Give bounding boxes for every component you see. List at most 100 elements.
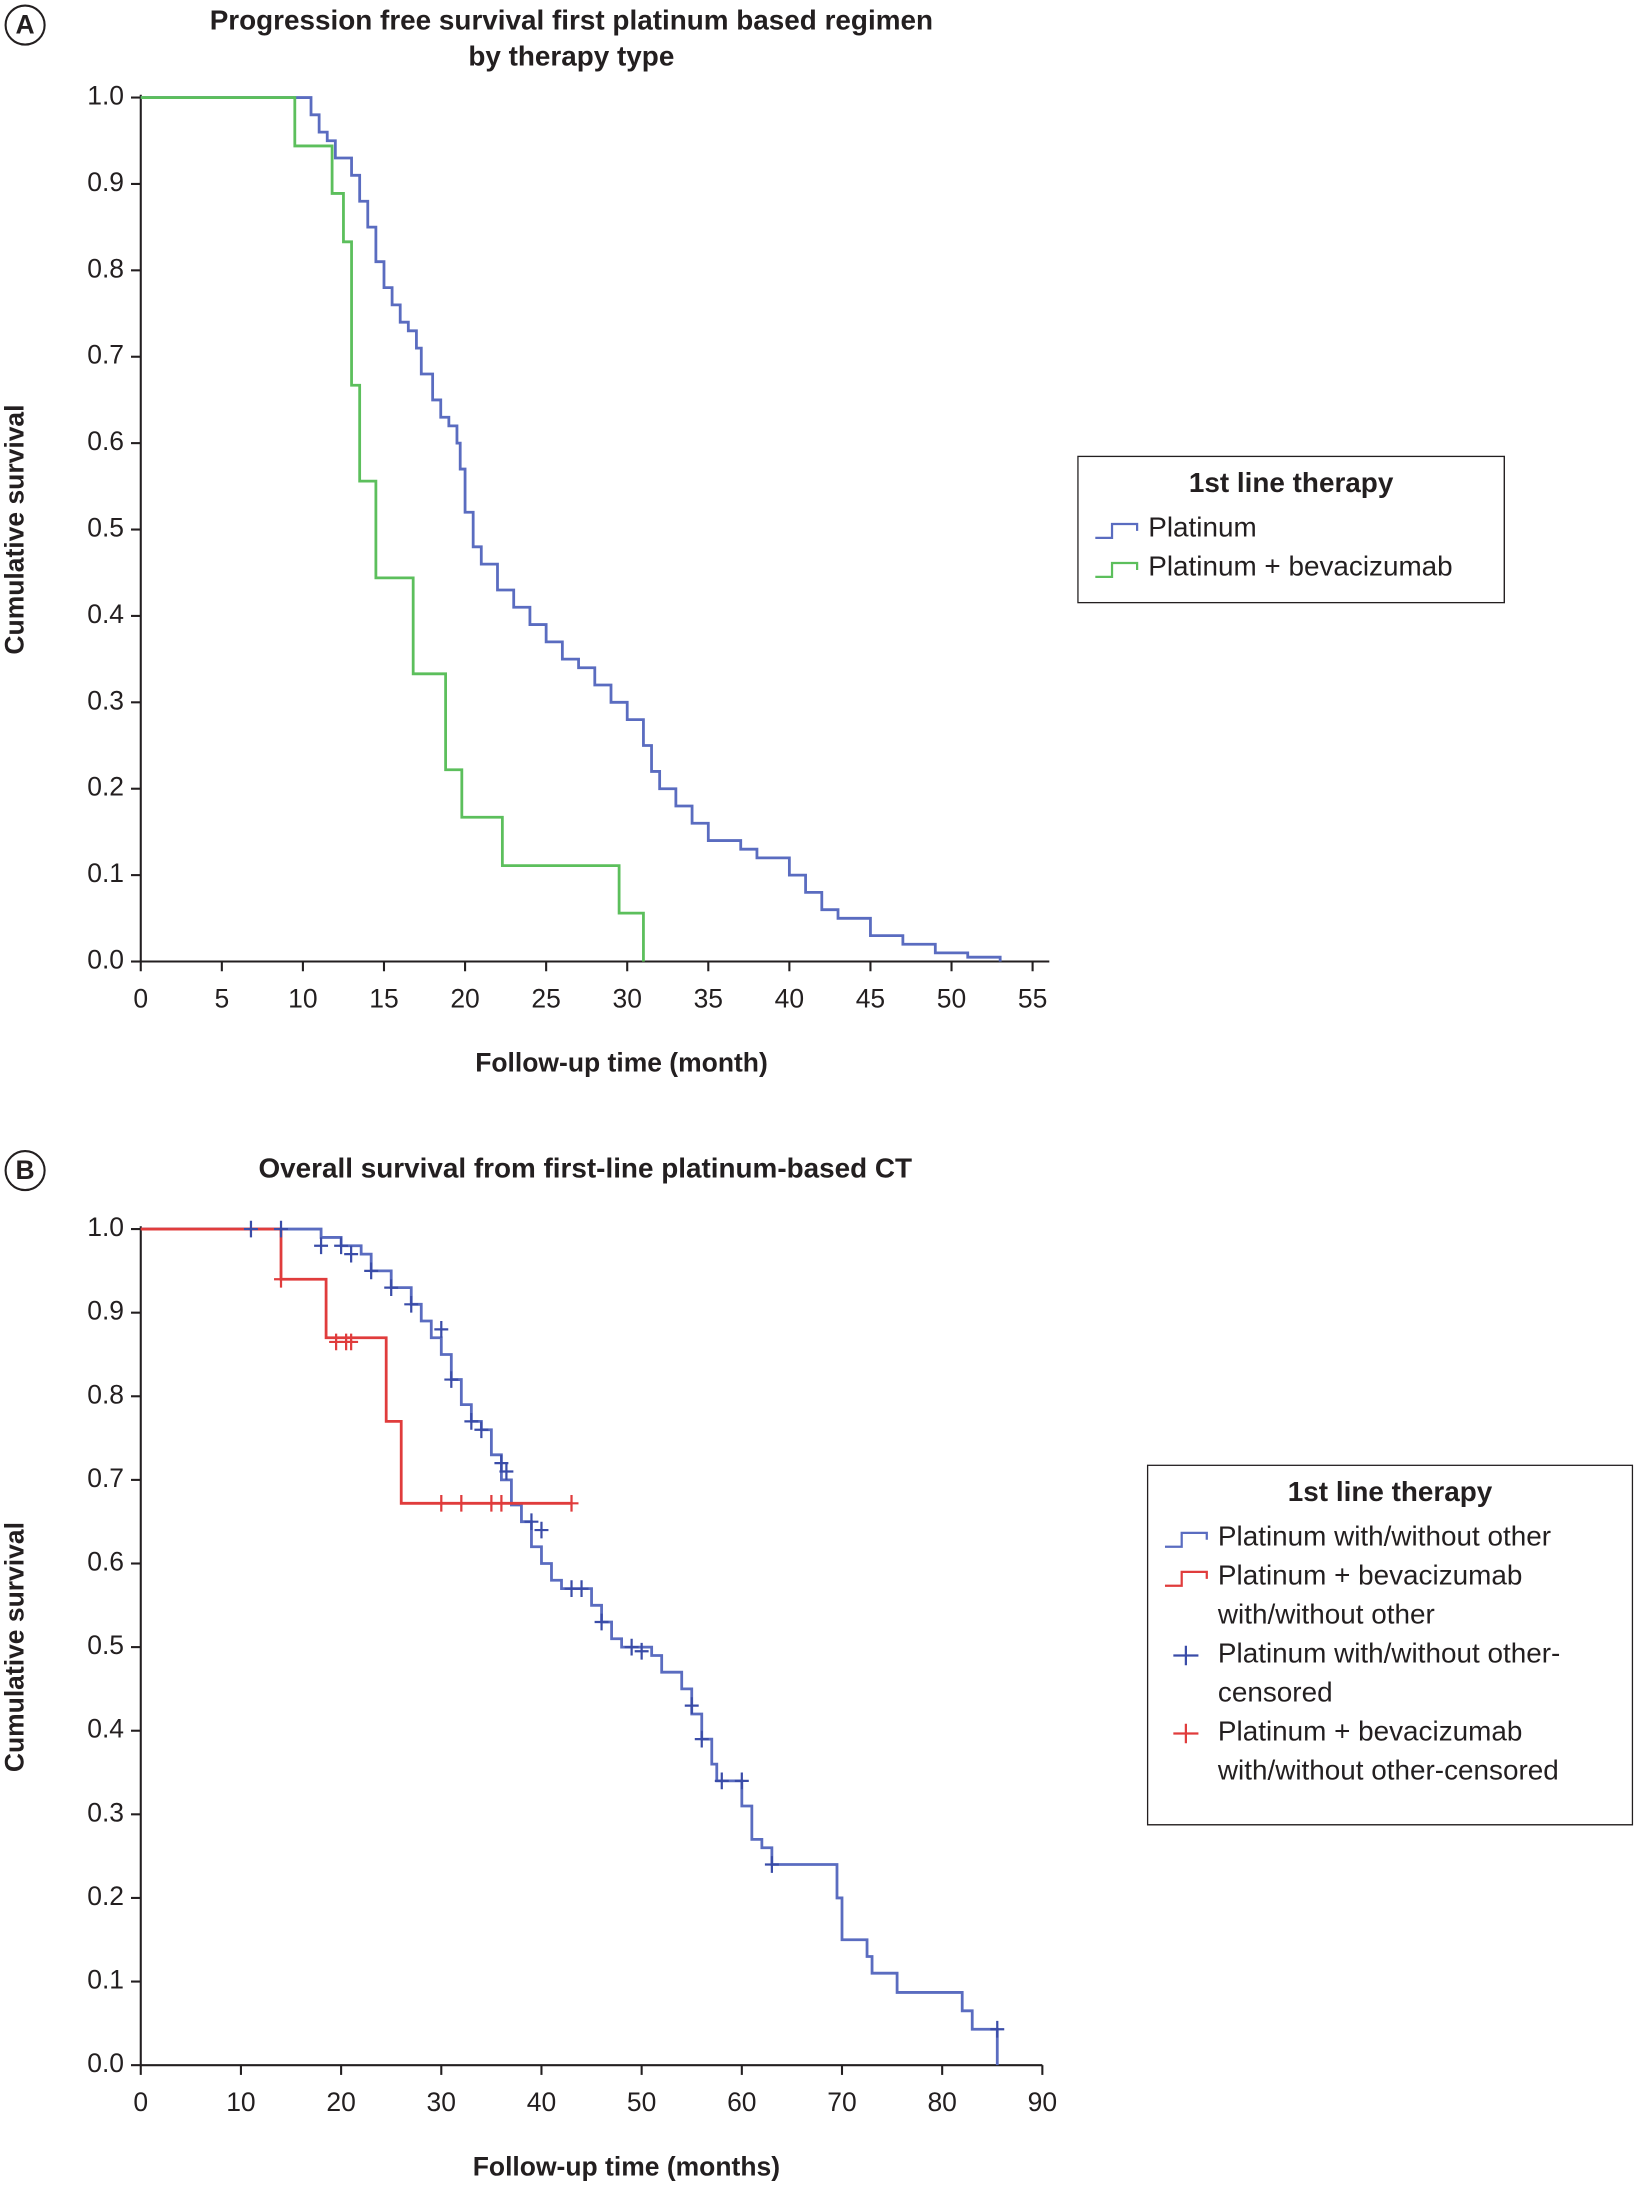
censor-mark [384, 1279, 399, 1296]
legend-label: Platinum [1148, 512, 1257, 544]
y-tick-label: 0.3 [87, 685, 124, 715]
censor-mark [344, 1245, 359, 1263]
censor-mark [274, 1220, 288, 1238]
y-tick-label: 0.3 [87, 1797, 124, 1827]
legend-icon [1164, 1531, 1208, 1548]
legend-icon [1164, 1570, 1208, 1587]
censor-mark [574, 1580, 589, 1597]
x-axis-label: Follow-up time (months) [473, 2151, 780, 2181]
x-tick-label: 70 [827, 2087, 856, 2117]
legend-entry: Platinum + bevacizumab with/without othe… [1162, 1557, 1618, 1635]
censor-mark [734, 1772, 749, 1790]
panel-label: A [16, 9, 35, 39]
x-axis-label: Follow-up time (month) [475, 1048, 768, 1078]
x-tick-label: 0 [133, 2087, 148, 2117]
legend-swatch [1164, 1531, 1208, 1548]
panel: B Overall survival from first-line platin… [0, 1149, 1634, 2181]
y-tick-label: 0.0 [87, 945, 124, 975]
legend-title: 1st line therapy [1287, 1477, 1493, 1508]
legend-title: 1st line therapy [1188, 468, 1394, 499]
legend-swatch [1095, 561, 1139, 579]
censor-mark [474, 1421, 489, 1439]
y-tick-label: 0.9 [87, 1296, 124, 1326]
y-tick-label: 0.4 [87, 599, 124, 629]
legend-label: Platinum + bevacizumab [1148, 551, 1453, 583]
censor-mark [274, 1270, 288, 1288]
legend-entry: Platinum + bevacizumab [1093, 548, 1490, 587]
y-tick-label: 0.5 [87, 513, 124, 543]
censor-mark [434, 1321, 449, 1338]
x-tick-label: 45 [856, 984, 885, 1014]
censor-mark [444, 1371, 459, 1388]
y-tick-label: 0.0 [87, 2048, 124, 2078]
x-tick-label: 10 [226, 2087, 255, 2117]
legend-box: 1st line therapy Platinum Platinum + bevac… [1077, 455, 1505, 604]
y-tick-label: 0.6 [87, 426, 124, 456]
panel-badge [4, 4, 46, 46]
x-tick-label: 30 [427, 2087, 456, 2117]
censor-mark [454, 1494, 469, 1512]
legend-icon [1095, 561, 1139, 579]
legend-swatch [1095, 522, 1139, 540]
legend-icon [1173, 1645, 1199, 1666]
y-tick-label: 1.0 [87, 81, 124, 111]
x-tick-label: 50 [627, 2087, 656, 2117]
censor-mark [684, 1697, 699, 1714]
panel-badge [4, 1149, 46, 1192]
chart-title: Overall survival from first-line platinu… [258, 1153, 913, 1185]
survival-curve [140, 96, 1002, 962]
legend-label: Platinum + bevacizumab with/without othe… [1217, 1716, 1559, 1787]
x-tick-label: 10 [288, 984, 317, 1014]
censor-mark [434, 1494, 449, 1512]
legend-swatch [1173, 1645, 1199, 1666]
panel-label: B [16, 1155, 35, 1185]
survival-curve [140, 1227, 572, 1505]
x-tick-label: 30 [612, 984, 641, 1014]
y-tick-label: 0.7 [87, 340, 124, 370]
censor-mark [499, 1463, 514, 1480]
y-tick-label: 0.8 [87, 253, 124, 283]
legend: 1st line therapy Platinum with/without ot… [1146, 1464, 1634, 1826]
censor-mark [714, 1772, 729, 1790]
x-tick-label: 20 [326, 2087, 355, 2117]
legend-swatch [1173, 1723, 1199, 1744]
x-tick-label: 80 [927, 2087, 956, 2117]
censor-mark [534, 1521, 549, 1539]
censor-mark [990, 2020, 1005, 2038]
y-tick-label: 0.2 [87, 772, 124, 802]
legend-label: Platinum + bevacizumab with/without othe… [1217, 1560, 1523, 1631]
y-axis-label: Cumulative survival [0, 1522, 30, 1772]
y-tick-label: 0.7 [87, 1463, 124, 1493]
legend-entry: Platinum with/without other [1162, 1518, 1618, 1557]
x-tick-label: 40 [775, 984, 804, 1014]
y-tick-label: 0.6 [87, 1547, 124, 1577]
chart-title: Progression free survival first platinum… [209, 5, 934, 73]
legend-entry: Platinum with/without other-censored [1162, 1635, 1618, 1713]
legend-box: 1st line therapy Platinum with/without ot… [1146, 1464, 1634, 1826]
legend-icon [1095, 522, 1139, 540]
y-tick-label: 0.1 [87, 858, 124, 888]
title-box: Progression free survival first platinum… [209, 5, 934, 73]
x-tick-label: 55 [1018, 984, 1047, 1014]
panel: A Progression free survival first platinu… [0, 4, 1505, 1078]
censor-mark [314, 1237, 329, 1255]
legend: 1st line therapy Platinum Platinum + bevac… [1077, 455, 1505, 604]
legend-label: Platinum with/without other [1217, 1521, 1552, 1553]
title-box: Overall survival from first-line platinu… [258, 1153, 913, 1185]
censor-mark [524, 1513, 539, 1531]
legend-icon [1173, 1723, 1199, 1744]
censor-mark [624, 1638, 639, 1656]
x-tick-label: 20 [450, 984, 479, 1014]
censor-mark [334, 1237, 349, 1255]
y-axis-label: Cumulative survival [0, 404, 30, 654]
censor-mark [634, 1642, 649, 1660]
legend-label: Platinum with/without other-censored [1217, 1638, 1561, 1709]
censor-mark [464, 1413, 479, 1430]
x-tick-label: 50 [937, 984, 966, 1014]
censor-mark [404, 1295, 419, 1313]
x-tick-label: 90 [1028, 2087, 1057, 2117]
x-tick-label: 60 [727, 2087, 756, 2117]
y-tick-label: 1.0 [87, 1212, 124, 1242]
legend-entry: Platinum + bevacizumab with/without othe… [1162, 1713, 1618, 1791]
